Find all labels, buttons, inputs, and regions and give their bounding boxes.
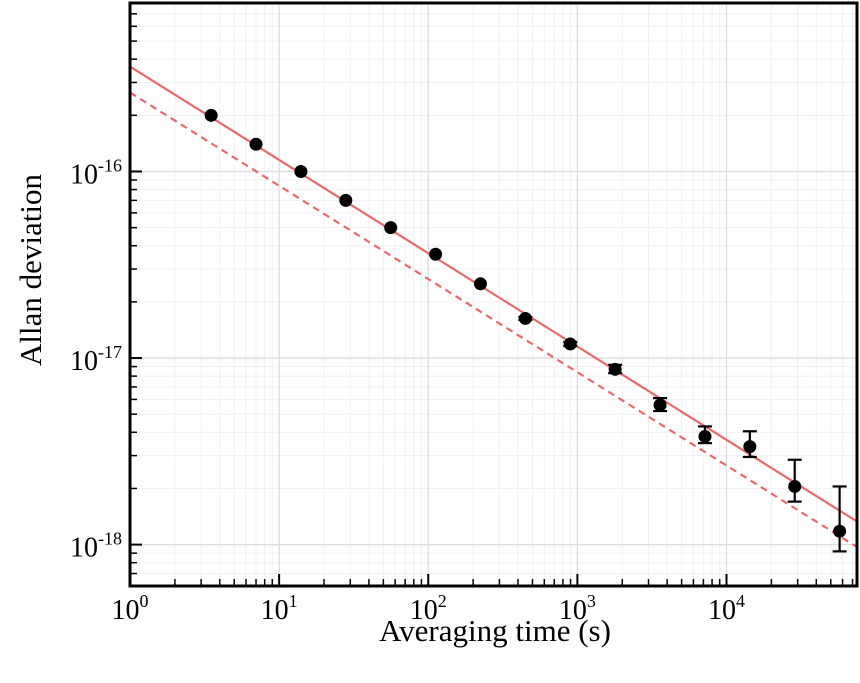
x-tick-label: 103 xyxy=(559,591,596,626)
plot-frame xyxy=(128,1,859,588)
data-point xyxy=(384,221,398,235)
x-tick-label: 101 xyxy=(261,591,298,626)
y-tick-label: 10-18 xyxy=(70,529,122,564)
data-point xyxy=(473,277,487,291)
y-tick-label: 10-17 xyxy=(70,342,122,377)
data-point xyxy=(518,311,532,325)
data-point xyxy=(788,479,802,493)
minor-grid xyxy=(130,2,857,587)
data-point xyxy=(833,524,847,538)
dashed-fit-line xyxy=(129,91,858,549)
data-points xyxy=(204,108,847,538)
x-tick-label: 100 xyxy=(112,591,149,626)
data-point xyxy=(204,108,218,122)
axis-ticks xyxy=(129,2,854,587)
data-point xyxy=(608,362,622,376)
y-tick-label: 10-16 xyxy=(70,155,122,190)
y-tick-labels: 10-18 10-17 10-16 xyxy=(70,155,122,563)
data-point xyxy=(653,398,667,412)
data-point xyxy=(339,193,353,207)
data-point xyxy=(698,429,712,443)
x-axis-title: Averaging time (s) xyxy=(379,613,611,648)
y-axis-title: Allan deviation xyxy=(13,174,48,366)
x-tick-labels: 100 101 102 103 104 xyxy=(112,591,746,626)
x-tick-label: 102 xyxy=(410,591,447,626)
data-point xyxy=(743,440,757,454)
data-point xyxy=(563,337,577,351)
data-point xyxy=(429,247,443,261)
data-point xyxy=(249,137,263,151)
data-point xyxy=(294,164,308,178)
x-tick-label: 104 xyxy=(708,591,745,626)
